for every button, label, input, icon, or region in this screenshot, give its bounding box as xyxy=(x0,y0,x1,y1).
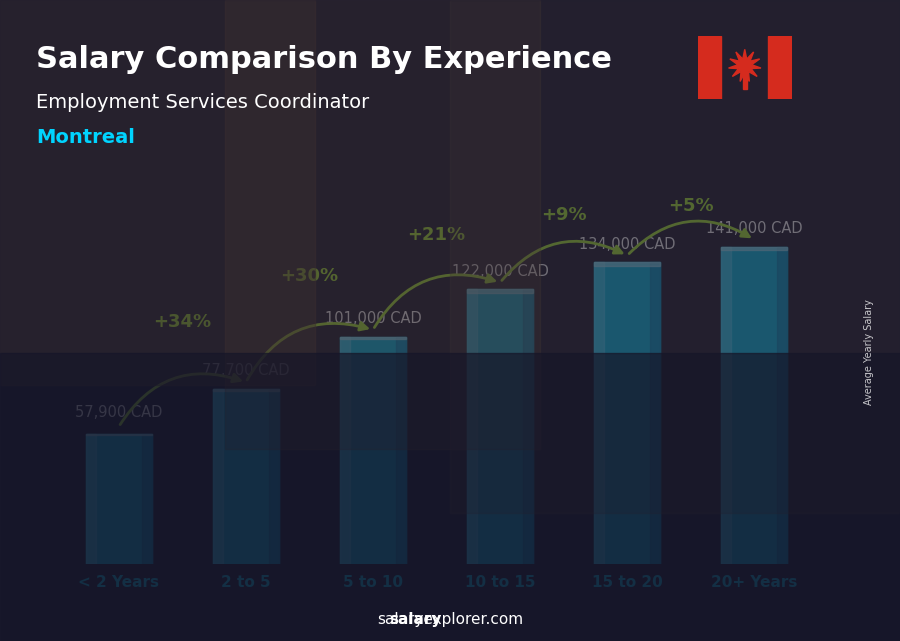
Text: 141,000 CAD: 141,000 CAD xyxy=(706,221,803,237)
Bar xyxy=(450,0,900,513)
Bar xyxy=(212,389,279,564)
Bar xyxy=(0,0,315,385)
Polygon shape xyxy=(728,49,761,81)
Bar xyxy=(142,434,152,564)
Text: Montreal: Montreal xyxy=(36,128,135,147)
Text: +30%: +30% xyxy=(280,267,338,285)
Text: salaryexplorer.com: salaryexplorer.com xyxy=(377,612,523,627)
Bar xyxy=(86,434,95,564)
Bar xyxy=(86,434,152,564)
Bar xyxy=(721,247,731,564)
Bar xyxy=(651,262,661,564)
Text: 57,900 CAD: 57,900 CAD xyxy=(75,405,162,420)
Text: 134,000 CAD: 134,000 CAD xyxy=(579,237,676,252)
Text: 122,000 CAD: 122,000 CAD xyxy=(452,264,548,279)
Bar xyxy=(225,0,540,449)
Bar xyxy=(467,289,533,292)
Bar xyxy=(742,72,747,89)
Text: salary: salary xyxy=(389,612,441,627)
Bar xyxy=(396,337,406,564)
Text: +21%: +21% xyxy=(408,226,465,244)
Text: +34%: +34% xyxy=(153,313,211,331)
Text: +9%: +9% xyxy=(541,206,587,224)
Bar xyxy=(340,337,406,564)
Bar xyxy=(594,262,604,564)
Text: 77,700 CAD: 77,700 CAD xyxy=(202,363,290,378)
Text: +5%: +5% xyxy=(668,197,714,215)
Bar xyxy=(212,389,222,564)
Bar xyxy=(269,389,279,564)
Bar xyxy=(467,289,477,564)
Bar xyxy=(769,36,792,99)
Bar xyxy=(467,289,533,564)
Text: Salary Comparison By Experience: Salary Comparison By Experience xyxy=(36,45,612,74)
Bar xyxy=(778,247,788,564)
Bar xyxy=(698,36,721,99)
Bar xyxy=(340,337,350,564)
Bar xyxy=(0,353,900,641)
Text: Employment Services Coordinator: Employment Services Coordinator xyxy=(36,93,369,112)
Bar xyxy=(721,247,788,564)
Bar xyxy=(86,434,152,435)
Text: Average Yearly Salary: Average Yearly Salary xyxy=(863,299,874,406)
Bar xyxy=(212,389,279,391)
Bar xyxy=(523,289,533,564)
Text: 101,000 CAD: 101,000 CAD xyxy=(325,312,421,326)
Bar xyxy=(721,247,788,251)
Bar xyxy=(340,337,406,339)
Bar xyxy=(594,262,661,564)
Bar xyxy=(594,262,661,266)
